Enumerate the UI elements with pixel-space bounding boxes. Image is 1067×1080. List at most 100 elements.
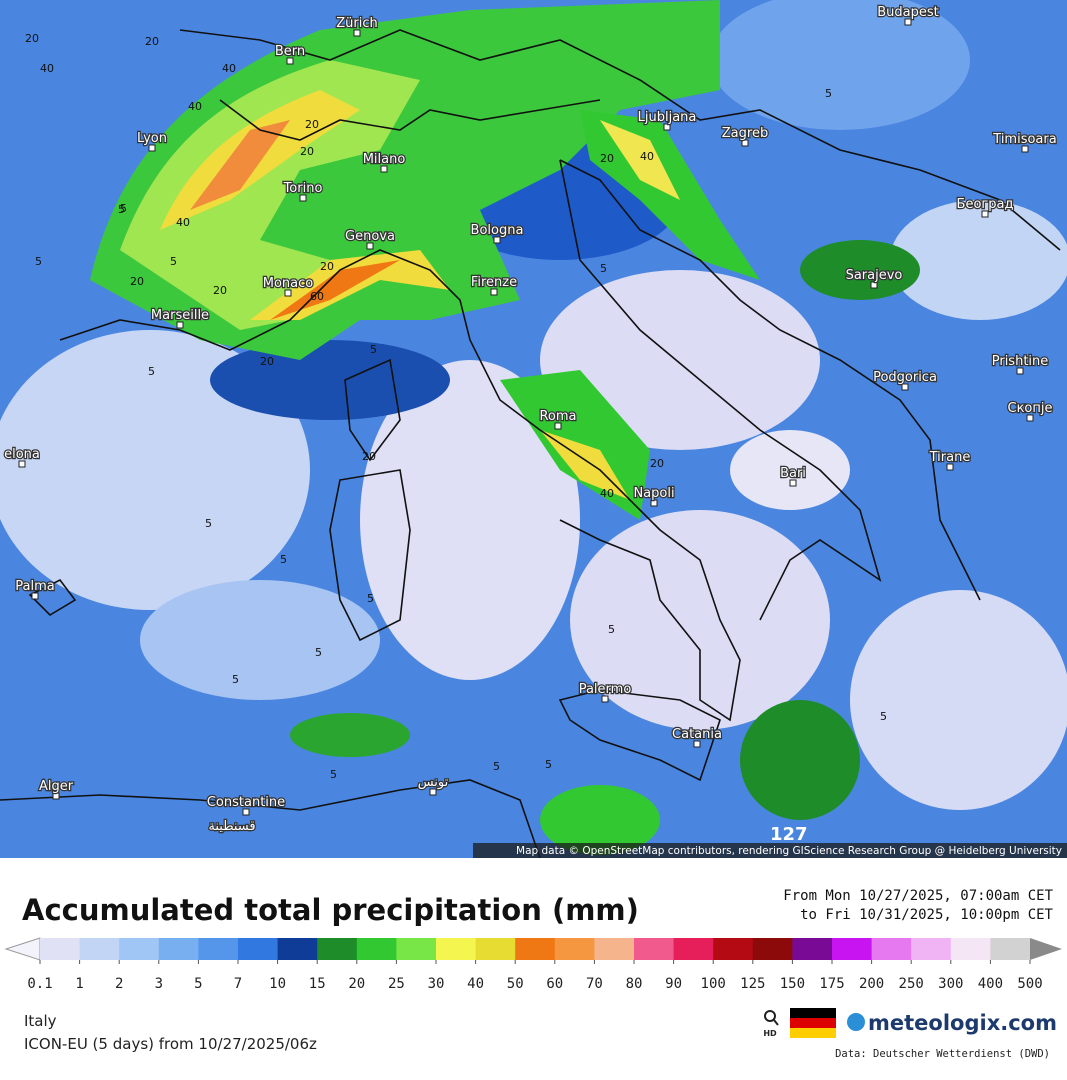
color-swatch (238, 938, 279, 960)
city-dot (901, 383, 909, 391)
contour-label: 40 (176, 216, 190, 229)
city-label: elona (4, 447, 40, 462)
contour-label: 20 (25, 32, 39, 45)
city-label: Zagreb (722, 126, 768, 141)
city-label: Bern (275, 44, 305, 59)
region: Italy (24, 1012, 57, 1030)
contour-label: 5 (205, 517, 212, 530)
contour-label: 60 (310, 290, 324, 303)
corner-value: 127 (770, 824, 808, 845)
color-swatch (752, 938, 793, 960)
city-label: Скопје (1008, 401, 1053, 416)
contour-label: 20 (213, 284, 227, 297)
contour-label: 5 (232, 673, 239, 686)
city-label: Torino (283, 181, 323, 196)
city-label: Catania (672, 727, 722, 742)
attribution: Map data © OpenStreetMap contributors, r… (516, 845, 1062, 857)
color-swatch (950, 938, 991, 960)
city-dot (554, 422, 562, 430)
contour-label: 5 (170, 255, 177, 268)
city-dot (601, 695, 609, 703)
legend-title: Accumulated total precipitation (mm) (22, 893, 639, 927)
color-swatch (515, 938, 556, 960)
contour-label: 40 (40, 62, 54, 75)
city-label: Lyon (137, 131, 167, 146)
model-run: ICON-EU (5 days) from 10/27/2025/06z (24, 1035, 317, 1053)
city-label: Marseille (151, 308, 209, 323)
city-label: Genova (345, 229, 395, 244)
color-swatch (990, 938, 1031, 960)
colorbar-tick-label: 60 (546, 976, 563, 992)
city-dot (981, 210, 989, 218)
legend-panel (0, 858, 1067, 1080)
period-end: to Fri 10/31/2025, 10:00pm CET (800, 907, 1053, 923)
city-label: تونس (418, 775, 449, 790)
city-dot (242, 808, 250, 816)
city-label: Monaco (263, 276, 314, 291)
colorbar-tick-label: 400 (978, 976, 1003, 992)
contour-label: 20 (600, 152, 614, 165)
city-label: Constantine (207, 795, 285, 810)
city-dot (650, 499, 658, 507)
city-dot (286, 57, 294, 65)
city-labels: Zürich Budapest Bern Lyon Ljubljana Zagreb Tim… (3, 4, 1058, 836)
color-swatch (713, 938, 754, 960)
contour-label: 20 (300, 145, 314, 158)
color-swatch (396, 938, 437, 960)
city-dot (353, 29, 361, 37)
contour-label: 40 (640, 150, 654, 163)
contour-label: 5 (330, 768, 337, 781)
city-dot (904, 18, 912, 26)
contour-label: 5 (120, 202, 127, 215)
city-label: Palermo (579, 682, 632, 697)
city-dot (1016, 367, 1024, 375)
map: Map data © OpenStreetMap contributors, r… (0, 0, 1067, 859)
color-swatch (594, 938, 635, 960)
city-label: Roma (539, 409, 576, 424)
color-swatch (475, 938, 516, 960)
colorbar-tick-label: 1 (75, 976, 83, 992)
city-dot (946, 463, 954, 471)
city-label: Podgorica (873, 370, 937, 385)
brand[interactable]: meteologix.com (868, 1011, 1057, 1035)
colorbar-tick-label: 5 (194, 976, 202, 992)
color-swatch (119, 938, 160, 960)
colorbar-tick-label: 200 (859, 976, 884, 992)
city-label: Prishtine (992, 354, 1049, 369)
color-swatch (871, 938, 912, 960)
colorbar-tick-label: 90 (665, 976, 682, 992)
color-swatch (792, 938, 833, 960)
contour-label: 5 (608, 623, 615, 636)
colorbar-tick-label: 70 (586, 976, 603, 992)
city-dot (366, 242, 374, 250)
color-swatch (673, 938, 714, 960)
hd-icon[interactable]: HD (763, 1010, 779, 1038)
city-label: Tirane (929, 450, 971, 465)
colorbar-tick-label: 125 (740, 976, 765, 992)
contour-label: 20 (650, 457, 664, 470)
city-dot (490, 288, 498, 296)
colorbar-tick-label: 100 (701, 976, 726, 992)
color-swatch (198, 938, 239, 960)
contour-label: 5 (825, 87, 832, 100)
brand-logo (847, 1013, 865, 1031)
data-source: Data: Deutscher Wetterdienst (DWD) (835, 1048, 1050, 1060)
contour-label: 5 (880, 710, 887, 723)
contour-label: 5 (35, 255, 42, 268)
city-dot (284, 289, 292, 297)
contour-label: 5 (315, 646, 322, 659)
city-label: Milano (363, 152, 406, 167)
contour-label: 40 (600, 487, 614, 500)
city-label: Београд (957, 197, 1014, 212)
color-swatch (158, 938, 199, 960)
city-dot (493, 236, 501, 244)
contour-label: 20 (362, 450, 376, 463)
colorbar-tick-label: 175 (819, 976, 844, 992)
color-swatch (436, 938, 477, 960)
contour-labels: 20 20 40 40 40 20 5 5 20 40 20 20 60 5 20 20 5 5 5 20 40 20 5 5… (25, 32, 887, 781)
color-swatch (277, 938, 318, 960)
city-dot (176, 321, 184, 329)
colorbar-tick-label: 40 (467, 976, 484, 992)
contour-label: 20 (130, 275, 144, 288)
